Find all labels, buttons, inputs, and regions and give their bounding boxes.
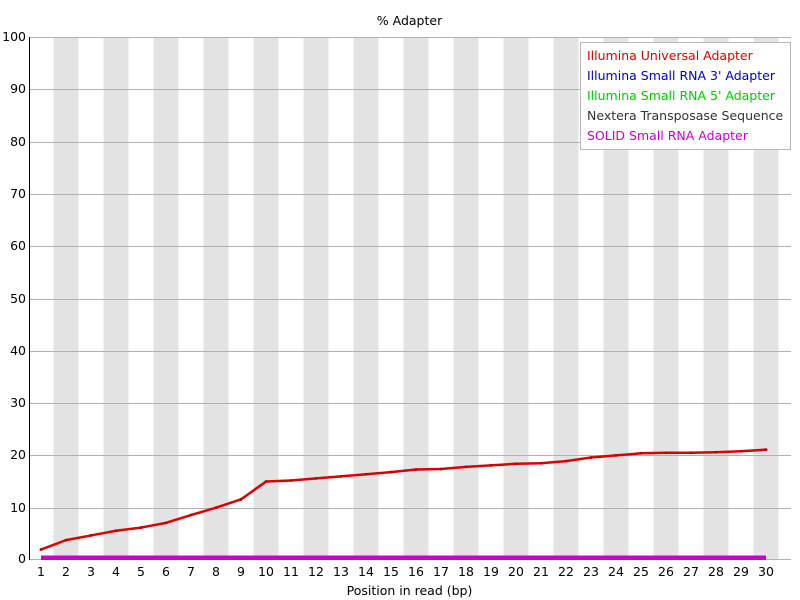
x-tick-label-5: 5	[137, 564, 145, 579]
series-point	[539, 461, 543, 465]
y-tick-label-0: 0	[18, 551, 26, 566]
y-tick-label-100: 100	[2, 29, 26, 44]
gridline-y-60	[30, 246, 791, 247]
gridline-y-80	[30, 142, 791, 143]
x-tick-label-20: 20	[508, 564, 524, 579]
series-point	[289, 479, 293, 482]
series-point	[314, 477, 318, 480]
series-point	[189, 513, 193, 517]
x-tick-label-11: 11	[283, 564, 299, 579]
series-point	[439, 467, 443, 471]
legend: Illumina Universal Adapter Illumina Small…	[580, 42, 791, 150]
legend-item-nextera-transposase-sequence: Nextera Transposase Sequence	[587, 108, 784, 123]
series-point	[714, 450, 718, 454]
x-tick-label-2: 2	[62, 564, 70, 579]
series-point	[389, 470, 393, 474]
series-point	[214, 506, 218, 510]
x-tick-label-3: 3	[87, 564, 95, 579]
x-tick-label-9: 9	[237, 564, 245, 579]
x-tick-label-24: 24	[608, 564, 624, 579]
series-point	[89, 534, 93, 537]
x-tick-label-14: 14	[358, 564, 374, 579]
series-point	[764, 448, 768, 452]
x-tick-label-21: 21	[533, 564, 549, 579]
series-point	[464, 465, 468, 469]
series-point	[589, 456, 593, 459]
x-axis-title: Position in read (bp)	[346, 583, 473, 598]
series-point	[639, 451, 643, 455]
y-tick-label-40: 40	[10, 343, 26, 358]
y-tick-label-10: 10	[10, 500, 26, 515]
y-tick-label-60: 60	[10, 238, 26, 253]
series-point	[614, 454, 618, 457]
series-point	[664, 451, 668, 455]
series-point	[139, 526, 143, 529]
x-tick-label-25: 25	[633, 564, 649, 579]
chart-title: % Adapter	[376, 13, 443, 28]
series-line-illumina-universal-adapter	[40, 448, 767, 551]
legend-item-illumina-small-rna-5-adapter: Illumina Small RNA 5' Adapter	[587, 88, 775, 103]
series-point	[164, 521, 168, 525]
y-tick-label-70: 70	[10, 186, 26, 201]
legend-item-illumina-universal-adapter: Illumina Universal Adapter	[587, 48, 753, 63]
series-point	[689, 451, 693, 455]
x-tick-label-17: 17	[433, 564, 449, 579]
series-plot	[39, 448, 768, 560]
y-tick-label-90: 90	[10, 81, 26, 96]
x-tick-label-7: 7	[187, 564, 195, 579]
x-tick-label-1: 1	[37, 564, 45, 579]
x-tick-label-12: 12	[308, 564, 324, 579]
y-tick-label-80: 80	[10, 134, 26, 149]
legend-item-illumina-small-rna-3-adapter: Illumina Small RNA 3' Adapter	[587, 68, 775, 83]
legend-item-solid-small-rna-adapter: SOLID Small RNA Adapter	[587, 128, 748, 143]
x-tick-label-16: 16	[408, 564, 424, 579]
series-point	[739, 449, 743, 453]
series-point	[64, 538, 68, 542]
series-point	[239, 497, 243, 501]
x-tick-label-29: 29	[733, 564, 749, 579]
series-point	[364, 472, 368, 476]
series-point	[564, 459, 568, 463]
series-point	[264, 480, 268, 483]
x-tick-label-13: 13	[333, 564, 349, 579]
x-tick-label-15: 15	[383, 564, 399, 579]
series-point	[489, 463, 493, 467]
y-tick-label-30: 30	[10, 395, 26, 410]
x-tick-label-26: 26	[658, 564, 674, 579]
x-tick-label-18: 18	[458, 564, 474, 579]
series-point	[414, 468, 418, 471]
gridline-y-100	[30, 37, 791, 38]
gridline-y-90	[30, 89, 791, 90]
x-tick-label-22: 22	[558, 564, 574, 579]
gridline-y-10	[30, 508, 791, 509]
y-tick-label-50: 50	[10, 291, 26, 306]
series-point	[114, 529, 118, 533]
x-tick-label-23: 23	[583, 564, 599, 579]
x-tick-label-6: 6	[162, 564, 170, 579]
gridline-y-70	[30, 194, 791, 195]
gridline-y-40	[30, 351, 791, 352]
series-point	[514, 462, 518, 466]
x-tick-label-8: 8	[212, 564, 220, 579]
series-point	[339, 474, 343, 478]
x-tick-label-30: 30	[758, 564, 774, 579]
x-tick-label-19: 19	[483, 564, 499, 579]
gridline-y-30	[30, 403, 791, 404]
gridline-y-20	[30, 455, 791, 456]
x-tick-label-10: 10	[258, 564, 274, 579]
x-tick-label-28: 28	[708, 564, 724, 579]
series-point	[39, 548, 43, 551]
x-tick-label-4: 4	[112, 564, 120, 579]
y-tick-label-20: 20	[10, 447, 26, 462]
gridline-y-50	[30, 299, 791, 300]
x-tick-label-27: 27	[683, 564, 699, 579]
